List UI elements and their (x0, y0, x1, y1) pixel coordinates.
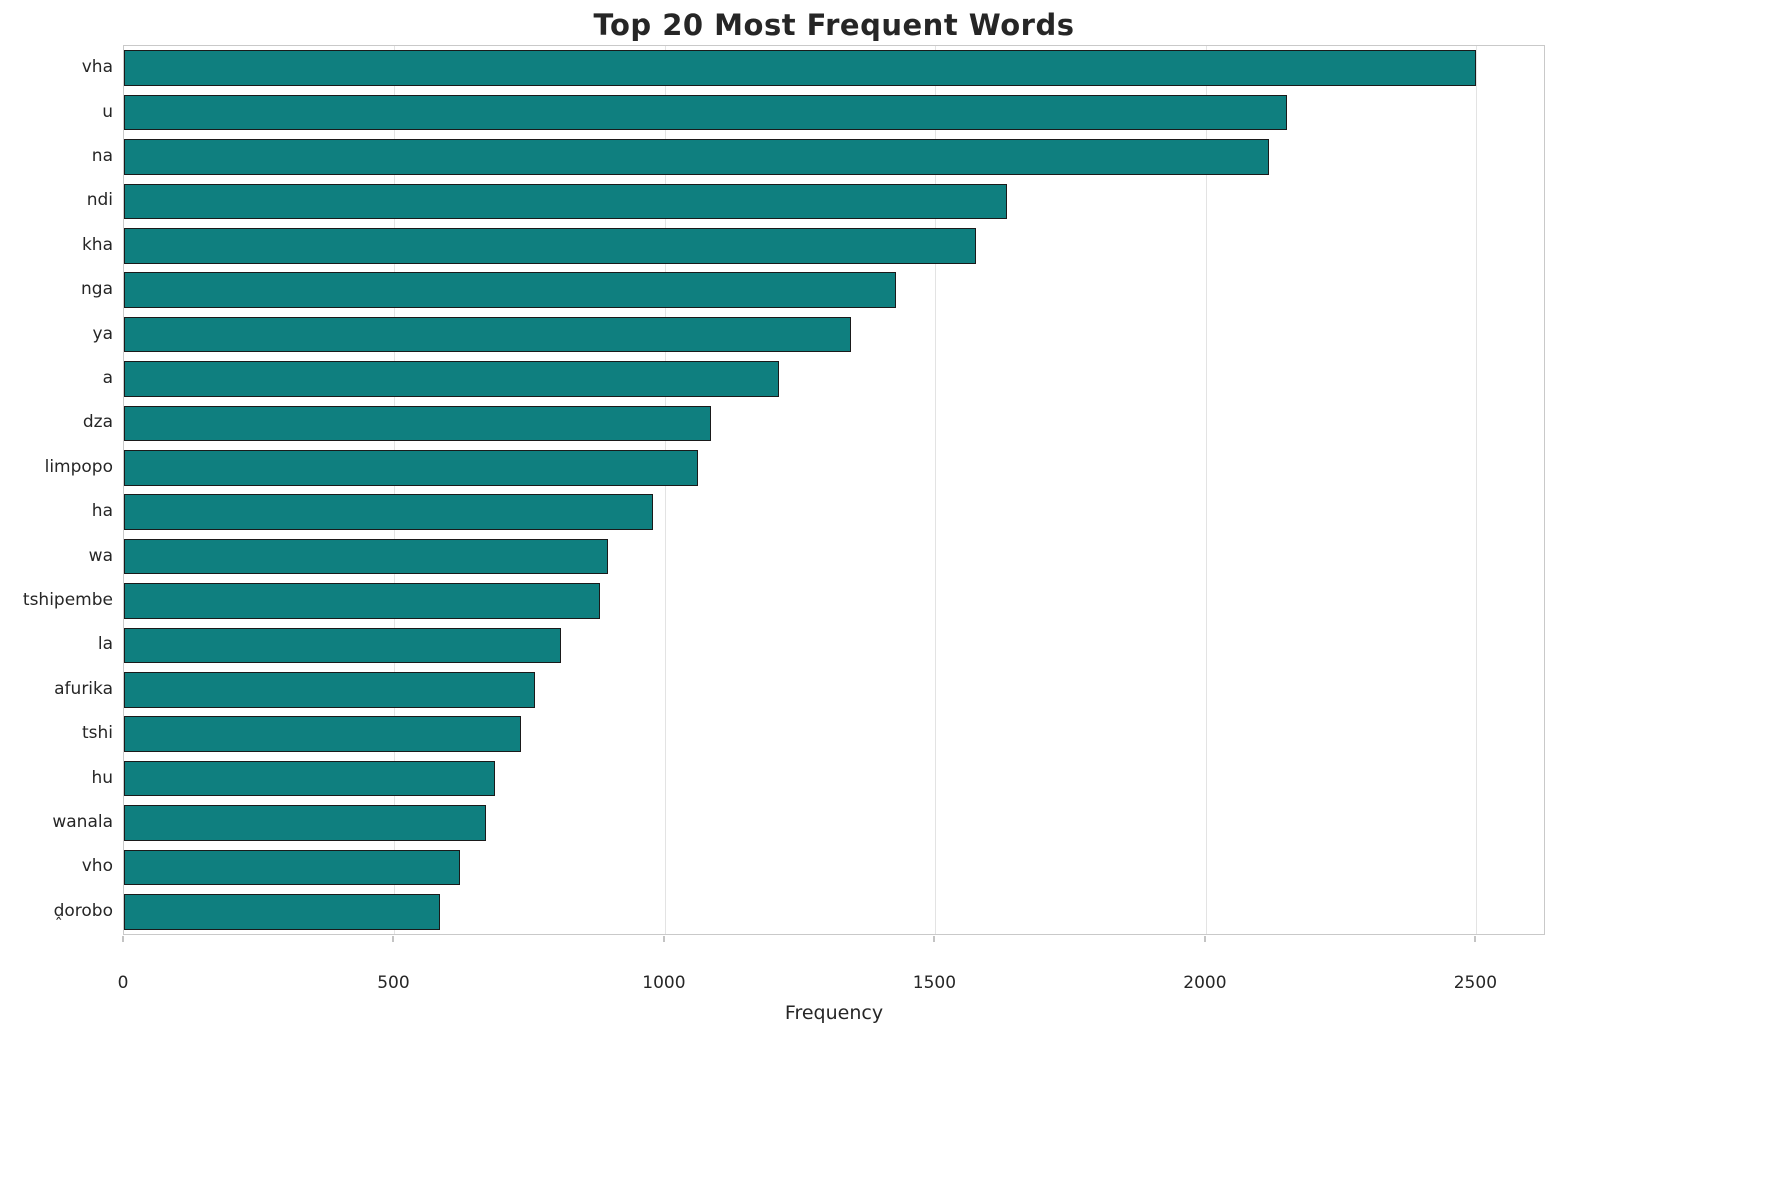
x-axis: 0 500 1000 1500 2000 2500 (118, 935, 1545, 1005)
xtick-mark-2500 (1474, 936, 1476, 942)
chart-title: Top 20 Most Frequent Words (593, 8, 1075, 42)
ytick-label-12: wa (88, 545, 113, 566)
ytick-label-16: tshi (81, 723, 113, 744)
bar-dza (124, 405, 711, 442)
ytick-label-2: u (102, 101, 113, 122)
bar-u (124, 94, 1288, 131)
gridline-x-500 (394, 46, 396, 934)
xtick-label-500: 500 (377, 973, 410, 993)
xtick-label-1500: 1500 (912, 973, 957, 993)
gridline-x-2500 (1476, 46, 1478, 934)
ytick-label-18: wanala (52, 812, 113, 832)
xtick-label-2000: 2000 (1183, 973, 1227, 993)
ytick-label-11: ha (91, 501, 113, 522)
xtick-mark-1000 (663, 936, 665, 942)
plot-area (123, 45, 1545, 935)
gridline-x-2000 (1205, 46, 1207, 934)
ytick-label-10: limpopo (44, 456, 113, 477)
ytick-label-6: nga (81, 279, 113, 300)
bar-wanala (124, 805, 487, 841)
bar-vho (124, 849, 461, 886)
xtick-label-0: 0 (117, 973, 129, 993)
bar-hu (124, 760, 495, 797)
x-axis-title: Frequency (784, 1002, 884, 1024)
gridline-x-1000 (664, 46, 666, 934)
ytick-label-20: ḓorobo (53, 900, 113, 921)
xtick-mark-0 (122, 936, 124, 942)
ytick-label-15: afurika (54, 678, 113, 699)
ytick-label-4: ndi (86, 190, 113, 211)
bar-vha (124, 50, 1477, 86)
ytick-label-9: dza (82, 412, 113, 433)
ytick-label-1: vha (81, 57, 113, 78)
ytick-label-3: na (91, 146, 113, 166)
bar-tshi (124, 716, 521, 752)
bar-na (124, 139, 1269, 175)
bar-limpopo (124, 450, 699, 486)
gridline-x-1500 (935, 46, 937, 934)
ytick-label-19: vho (81, 856, 113, 877)
xtick-mark-2000 (1204, 936, 1206, 942)
ytick-label-7: ya (92, 323, 113, 344)
bar-kha (124, 228, 976, 264)
bar-ya (124, 316, 852, 353)
ytick-label-17: hu (91, 767, 113, 788)
bar-tshipembe (124, 583, 601, 619)
bar-a (124, 361, 779, 397)
bar-ndi (124, 183, 1008, 220)
ytick-label-14: la (97, 634, 113, 655)
bar-nga (124, 272, 896, 308)
xtick-label-2500: 2500 (1453, 973, 1498, 993)
xtick-mark-1500 (933, 936, 935, 942)
bar-la (124, 627, 562, 664)
y-axis-labels: vha u na ndi kha nga ya a dza limpopo ha wa tshipemb… (0, 45, 113, 935)
ytick-label-13: tshipembe (22, 590, 113, 610)
ytick-label-8: a (102, 368, 113, 388)
xtick-label-1000: 1000 (642, 973, 686, 993)
ytick-label-5: kha (81, 234, 113, 255)
bar-wa (124, 538, 609, 575)
bar-afurika (124, 672, 536, 708)
bar-ḓorobo (124, 894, 441, 930)
xtick-mark-500 (392, 936, 394, 942)
bar-ha (124, 494, 653, 530)
